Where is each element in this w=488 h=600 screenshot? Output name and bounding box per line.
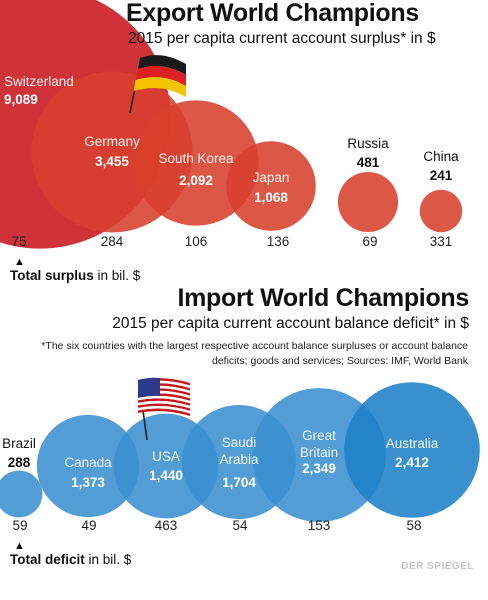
export-chart: Switzerland 9,089 Germany 3,455 South Korea 2… xyxy=(0,0,463,249)
import-bubble-value: 288 xyxy=(8,455,31,470)
credit-logo: DER SPIEGEL xyxy=(401,561,474,572)
export-total-value: 69 xyxy=(362,234,377,249)
export-title: Export World Champions xyxy=(126,0,419,27)
import-bubble-value: 1,373 xyxy=(71,475,105,490)
import-total-label: Total deficit xyxy=(10,552,85,567)
import-total-value: 49 xyxy=(81,518,96,533)
export-bubble-value: 241 xyxy=(430,168,453,183)
export-bubble-label: Japan xyxy=(253,170,290,185)
export-total-value: 331 xyxy=(430,234,453,249)
usa-flag-icon xyxy=(138,377,190,441)
import-total-value: 59 xyxy=(12,518,27,533)
import-bubble-label: USA xyxy=(152,449,180,464)
export-bubble-value: 1,068 xyxy=(254,190,288,205)
export-total-marker-icon: ▲ xyxy=(14,256,25,268)
export-bubble-label: Germany xyxy=(84,134,140,149)
export-total-value: 284 xyxy=(101,234,124,249)
export-total-value: 136 xyxy=(267,234,290,249)
export-bubble-value: 3,455 xyxy=(95,154,129,169)
export-bubble-label: Russia xyxy=(347,136,389,151)
germany-flag-icon xyxy=(129,55,186,114)
export-total-label: Total surplus xyxy=(10,268,94,283)
export-total-value: 106 xyxy=(185,234,208,249)
flags xyxy=(129,55,190,441)
import-bubble-label: Arabia xyxy=(219,452,259,467)
export-total-value: 75 xyxy=(11,234,26,249)
import-bubble-value: 2,412 xyxy=(395,455,429,470)
export-bubble-label: Switzerland xyxy=(4,74,74,89)
import-bubble-value: 2,349 xyxy=(302,461,336,476)
import-bubble-label: Great xyxy=(302,428,336,443)
export-bubble xyxy=(419,189,463,233)
import-bubble-value: 1,704 xyxy=(222,475,256,490)
import-total-value: 58 xyxy=(406,518,421,533)
export-bubble xyxy=(337,171,399,233)
import-bubble-label: Saudi xyxy=(222,435,257,450)
import-bubble-label: Britain xyxy=(300,445,338,460)
import-total-value: 463 xyxy=(155,518,178,533)
export-total-unit: in bil. $ xyxy=(97,268,141,283)
import-bubble-label: Brazil xyxy=(2,436,36,451)
export-bubble-value: 2,092 xyxy=(179,173,213,188)
import-total-value: 54 xyxy=(232,518,248,533)
export-bubble-label: China xyxy=(423,149,459,164)
import-total-marker-icon: ▲ xyxy=(14,540,25,552)
export-bubble xyxy=(226,141,316,231)
import-subtitle: 2015 per capita current account balance … xyxy=(112,315,469,332)
footnote: *The six countries with the largest resp… xyxy=(41,340,468,367)
import-bubble xyxy=(36,414,140,518)
export-subtitle: 2015 per capita current account surplus*… xyxy=(128,30,436,47)
export-bubble-label: South Korea xyxy=(158,151,234,166)
import-bubble xyxy=(344,382,480,518)
export-total-caption: Total surplus in bil. $ xyxy=(10,268,140,283)
import-total-unit: in bil. $ xyxy=(88,552,132,567)
import-bubble xyxy=(0,470,43,518)
import-total-value: 153 xyxy=(308,518,331,533)
export-bubble-value: 481 xyxy=(357,155,380,170)
import-total-caption: Total deficit in bil. $ xyxy=(10,552,131,567)
import-title: Import World Champions xyxy=(177,284,469,312)
import-chart: Brazil 288 Canada 1,373 USA 1,440 Saudi Arabia 1… xyxy=(0,382,480,533)
import-bubble-label: Canada xyxy=(64,455,112,470)
import-bubble-value: 1,440 xyxy=(149,468,183,483)
export-bubble-value: 9,089 xyxy=(4,92,38,107)
import-bubble-label: Australia xyxy=(386,436,439,451)
